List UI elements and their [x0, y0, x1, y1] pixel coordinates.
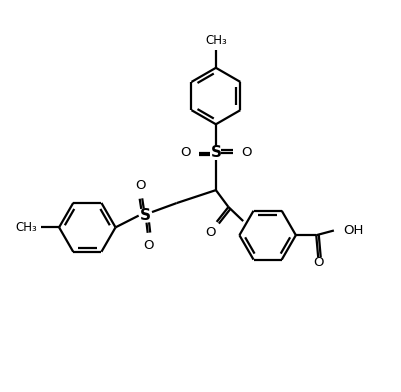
Text: S: S: [140, 208, 150, 223]
Text: O: O: [143, 239, 154, 252]
Text: O: O: [180, 146, 190, 160]
Text: OH: OH: [342, 224, 363, 237]
Text: O: O: [312, 256, 323, 269]
Text: S: S: [210, 145, 221, 160]
Text: CH₃: CH₃: [16, 221, 37, 234]
Text: O: O: [135, 179, 146, 192]
Text: O: O: [241, 146, 251, 160]
Text: O: O: [205, 225, 215, 239]
Text: CH₃: CH₃: [205, 34, 226, 47]
